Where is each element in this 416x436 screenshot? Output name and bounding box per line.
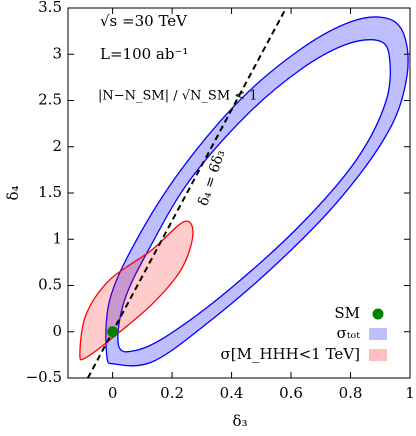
y-tick-label: 0 [52, 322, 62, 340]
plot-area [79, 8, 409, 378]
y-tick-label: 2.5 [38, 91, 62, 109]
x-tick-label: 1 [405, 384, 415, 402]
x-axis-label: δ₃ [232, 412, 247, 430]
y-tick-label: 3.5 [38, 0, 62, 16]
annotation: |N−N_SM| / √N_SM < 1 [98, 89, 258, 104]
legend-label: SM [334, 304, 360, 322]
point [107, 326, 119, 338]
y-tick-label: 2 [52, 137, 62, 155]
y-tick-label: −0.5 [26, 368, 62, 386]
legend-label: σₜₒₜ [337, 324, 361, 342]
legend-marker [372, 308, 384, 320]
x-tick-label: 0.6 [279, 384, 303, 402]
y-tick-label: 1.5 [38, 183, 62, 201]
y-axis-label: δ₄ [4, 185, 22, 200]
legend-label: σ[M_HHH<1 TeV] [221, 345, 360, 363]
band [105, 16, 409, 367]
legend-marker [369, 328, 387, 340]
x-tick-label: 0.8 [339, 384, 363, 402]
x-tick-label: 0.4 [220, 384, 244, 402]
annotation: L=100 ab⁻¹ [100, 45, 188, 63]
legend-marker [369, 349, 387, 361]
annotation: √s =30 TeV [100, 12, 188, 30]
x-tick-label: 0 [108, 384, 118, 402]
y-tick-label: 0.5 [38, 276, 62, 294]
x-tick-label: 0.2 [160, 384, 184, 402]
region [79, 220, 194, 361]
y-tick-label: 1 [52, 229, 62, 247]
y-tick-label: 3 [52, 44, 62, 62]
